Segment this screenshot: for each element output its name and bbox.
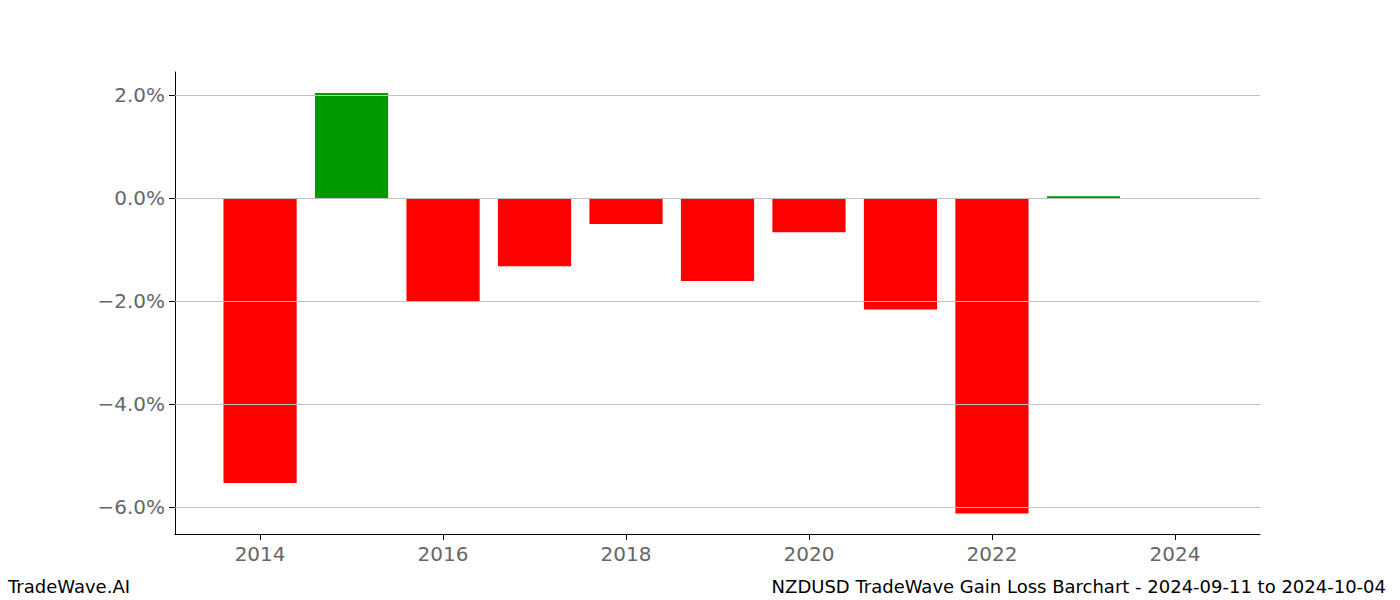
svg-text:NZDUSD TradeWave Gain Loss Bar: NZDUSD TradeWave Gain Loss Barchart - 20… bbox=[772, 576, 1386, 597]
svg-text:2014: 2014 bbox=[235, 542, 286, 566]
svg-text:0.0%: 0.0% bbox=[114, 186, 165, 210]
svg-text:−4.0%: −4.0% bbox=[97, 392, 165, 416]
svg-text:2024: 2024 bbox=[1149, 542, 1200, 566]
svg-text:2020: 2020 bbox=[784, 542, 835, 566]
svg-text:2022: 2022 bbox=[966, 542, 1017, 566]
svg-text:TradeWave.AI: TradeWave.AI bbox=[7, 576, 130, 597]
svg-text:−2.0%: −2.0% bbox=[97, 289, 165, 313]
svg-text:−6.0%: −6.0% bbox=[97, 495, 165, 519]
svg-text:2016: 2016 bbox=[418, 542, 469, 566]
svg-text:2018: 2018 bbox=[601, 542, 652, 566]
svg-text:2.0%: 2.0% bbox=[114, 83, 165, 107]
